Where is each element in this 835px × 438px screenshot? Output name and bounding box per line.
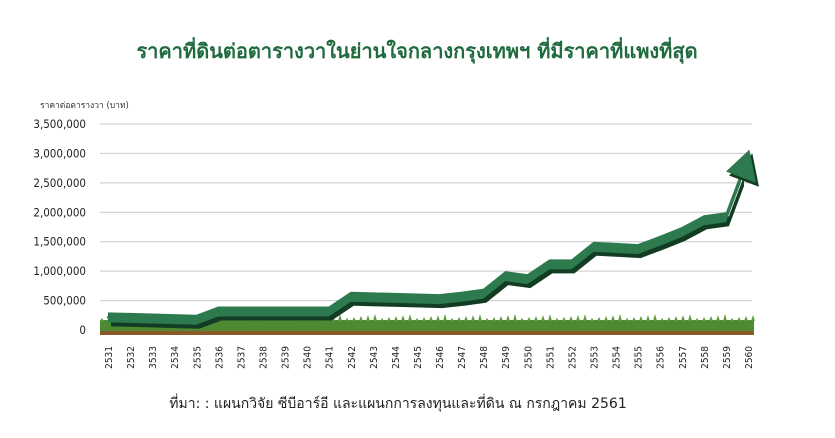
data-point (393, 296, 397, 300)
data-point (592, 245, 595, 248)
y-tick-label: 3,500,000 (33, 117, 86, 131)
data-point (724, 216, 728, 219)
x-tick-label: 2541 (325, 346, 336, 369)
x-tick-label: 2545 (413, 346, 424, 369)
x-tick-label: 3533 (148, 346, 159, 369)
data-point (415, 297, 419, 300)
x-tick-label: 2560 (744, 346, 755, 369)
source-note: ที่มา: : แผนกวิจัย ซีบีอาร์อี และแผนกการ… (169, 394, 626, 412)
y-tick-label: 2,000,000 (33, 205, 86, 219)
data-point (459, 295, 463, 298)
data-point (614, 246, 617, 250)
gridlines (100, 123, 752, 302)
data-point (437, 297, 441, 301)
x-tick-label: 2543 (369, 346, 380, 369)
grass-strip (100, 320, 754, 331)
x-tick-label: 2534 (170, 346, 181, 369)
x-tick-label: 2536 (214, 346, 225, 369)
data-point (481, 292, 485, 295)
data-point (658, 239, 661, 243)
data-point (371, 296, 375, 299)
x-tick-label: 2549 (501, 346, 512, 369)
data-point (349, 295, 352, 298)
y-tick-label: 500,000 (43, 294, 86, 308)
x-tick-label: 2550 (523, 346, 534, 369)
soil-strip (100, 330, 754, 335)
y-tick-label: 1,000,000 (33, 264, 86, 278)
series-ribbon-side (111, 176, 744, 329)
y-axis-label: ราคาต่อตารางวา (บาท) (40, 101, 129, 111)
data-point (702, 219, 706, 222)
data-point (746, 157, 750, 160)
data-point (636, 247, 639, 251)
y-axis-ticks: 0 500,000 1,000,000 1,500,000 2,000,000 2,500… (33, 117, 86, 337)
data-point (128, 316, 132, 320)
x-tick-label: 2532 (126, 346, 137, 369)
x-tick-label: 2548 (479, 346, 490, 369)
x-tick-label: 2559 (722, 346, 733, 369)
data-point (217, 310, 220, 313)
x-axis-ticks: 2531 2532 3533 2534 2535 2536 2537 2538 2539 2540… (104, 346, 755, 369)
x-tick-label: 2539 (281, 346, 292, 369)
x-tick-label: 2544 (391, 346, 402, 369)
x-tick-label: 2557 (678, 346, 689, 369)
y-tick-label: 1,500,000 (33, 235, 86, 249)
y-tick-label: 2,500,000 (33, 176, 86, 190)
data-point (106, 316, 110, 319)
x-tick-label: 2546 (435, 346, 446, 369)
data-point (283, 310, 286, 313)
data-point (504, 274, 507, 278)
x-tick-label: 2555 (634, 346, 645, 369)
data-point (327, 310, 330, 313)
x-tick-label: 2556 (656, 346, 667, 369)
x-tick-label: 2535 (192, 346, 203, 369)
x-tick-label: 2547 (457, 346, 468, 369)
data-point (195, 318, 198, 321)
x-tick-label: 2553 (590, 346, 601, 369)
x-tick-label: 2554 (612, 346, 623, 369)
data-point (173, 317, 176, 321)
data-point (305, 310, 308, 313)
x-tick-label: 2542 (347, 346, 358, 369)
data-point (150, 317, 154, 320)
x-tick-label: 2540 (303, 346, 314, 369)
x-tick-label: 2558 (700, 346, 711, 369)
y-tick-label: 0 (79, 323, 86, 337)
data-point (680, 230, 683, 234)
chart-title: ราคาที่ดินต่อตารางวาในย่านใจกลางกรุงเทพฯ… (136, 36, 697, 64)
data-point (526, 277, 529, 281)
x-tick-label: 2552 (567, 346, 578, 369)
x-tick-label: 2538 (258, 346, 269, 369)
data-point (239, 310, 242, 313)
y-tick-label: 3,000,000 (33, 146, 86, 160)
price-series (106, 149, 759, 329)
x-tick-label: 2531 (104, 346, 115, 369)
x-tick-label: 2551 (545, 346, 556, 369)
data-point (261, 310, 264, 313)
series-ribbon-face (108, 172, 741, 325)
x-tick-label: 2537 (236, 346, 247, 369)
data-point (548, 263, 551, 266)
data-point (570, 263, 573, 266)
